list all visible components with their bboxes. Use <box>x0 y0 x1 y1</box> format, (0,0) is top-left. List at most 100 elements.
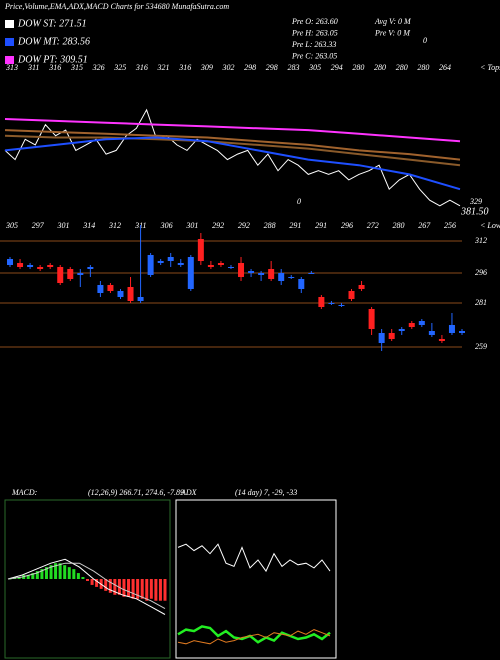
marker: 0 <box>423 36 427 45</box>
legend-swatch <box>5 56 14 64</box>
candle-body <box>378 333 385 343</box>
candle-body <box>438 339 445 341</box>
lows-label: 292 <box>212 221 224 230</box>
tops-label: 280 <box>417 63 429 72</box>
tops-label: 316 <box>48 63 61 72</box>
tops-label: 294 <box>331 63 343 72</box>
candle-body <box>57 267 64 283</box>
line-series <box>4 118 461 143</box>
info-label: Pre H: 263.05 <box>291 28 338 37</box>
legend-label: DOW MT: 283.56 <box>17 36 90 47</box>
info-label: Pre O: 263.60 <box>291 17 338 26</box>
candle-body <box>408 323 415 327</box>
line-series <box>4 129 461 161</box>
candle-body <box>177 263 184 265</box>
histogram-bar <box>127 579 131 597</box>
histogram-bar <box>136 579 140 599</box>
candle-body <box>157 261 164 263</box>
tops-label: 298 <box>266 63 278 72</box>
candle-body <box>288 277 295 278</box>
candle-body <box>17 263 24 267</box>
candle-body <box>167 257 174 261</box>
line-series <box>177 625 331 644</box>
lows-label: 288 <box>264 221 276 230</box>
histogram-bar <box>158 579 162 601</box>
tops-label: 298 <box>244 63 256 72</box>
histogram-bar <box>122 579 126 597</box>
lows-label: 256 <box>444 221 456 230</box>
candle-body <box>358 285 365 289</box>
lows-label: 292 <box>238 221 250 230</box>
lows-label: 280 <box>392 221 404 230</box>
lows-label: 301 <box>57 221 70 230</box>
y-tick-label: 296 <box>475 268 487 277</box>
histogram-bar <box>154 579 158 601</box>
tops-label: 311 <box>27 63 39 72</box>
tops-label: 321 <box>157 63 170 72</box>
panel-subtitle: (12,26,9) 266.71, 274.6, -7.89 <box>88 488 184 497</box>
candle-body <box>318 297 325 307</box>
candle-body <box>278 273 285 281</box>
y-tick-label: 312 <box>474 236 487 245</box>
panel-title: ADX <box>180 488 198 497</box>
histogram-bar <box>17 577 21 579</box>
tops-label: 283 <box>287 63 299 72</box>
candle-body <box>107 285 114 291</box>
candle-body <box>398 329 405 331</box>
candle-body <box>187 257 194 289</box>
line-series <box>7 558 166 615</box>
tops-note: < Tops <box>480 63 500 72</box>
lows-label: 296 <box>341 221 353 230</box>
candle-body <box>67 269 74 279</box>
y-tick-label: 281 <box>475 298 487 307</box>
candle-body <box>137 297 144 301</box>
candle-body <box>77 273 84 275</box>
macd-frame <box>4 499 171 659</box>
tops-label: 280 <box>374 63 386 72</box>
histogram-bar <box>131 579 135 599</box>
candle-body <box>117 291 124 297</box>
tops-label: 280 <box>396 63 408 72</box>
lows-label: 297 <box>32 221 45 230</box>
candle-body <box>238 263 245 277</box>
y-tick-label: 259 <box>475 342 487 351</box>
candle-body <box>147 255 154 275</box>
histogram-bar <box>54 563 58 579</box>
histogram-bar <box>67 567 71 579</box>
tops-label: 264 <box>439 63 451 72</box>
candle-body <box>248 271 255 273</box>
line-series <box>4 108 461 207</box>
candle-body <box>27 265 34 267</box>
tops-label: 305 <box>308 63 321 72</box>
lows-label: 305 <box>5 221 18 230</box>
adx-frame <box>175 499 337 659</box>
line-series <box>4 134 461 167</box>
candle-body <box>348 291 355 299</box>
histogram-bar <box>8 579 12 580</box>
tops-label: 316 <box>178 63 191 72</box>
candle-body <box>459 331 465 333</box>
histogram-bar <box>90 579 94 585</box>
info-label: Pre V: 0 M <box>374 28 411 37</box>
candle-body <box>308 273 315 274</box>
tops-label: 309 <box>200 63 213 72</box>
info-label: Pre L: 263.33 <box>291 40 336 49</box>
candle-body <box>448 325 455 333</box>
histogram-bar <box>72 569 76 579</box>
tops-label: 325 <box>113 63 126 72</box>
line-series <box>7 562 166 610</box>
histogram-bar <box>81 577 85 579</box>
candle-body <box>127 287 134 301</box>
lows-label: 314 <box>82 221 95 230</box>
legend-label: DOW PT: 309.51 <box>17 54 88 65</box>
candle-body <box>87 267 94 269</box>
line-series <box>177 543 331 573</box>
histogram-bar <box>31 573 35 579</box>
panel-title: MACD: <box>11 488 38 497</box>
tops-label: 280 <box>352 63 364 72</box>
annotation: 329 <box>469 197 482 206</box>
legend-swatch <box>5 20 14 28</box>
candle-body <box>47 265 54 267</box>
